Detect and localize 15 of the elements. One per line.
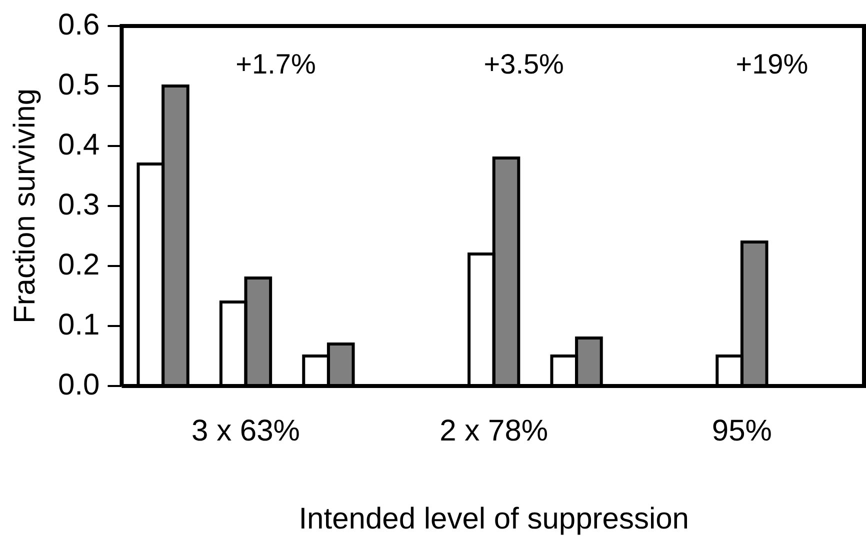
x-axis-title: Intended level of suppression [298, 502, 689, 536]
y-tick-label: 0.5 [58, 68, 100, 102]
x-tick-label: 95% [712, 414, 772, 448]
y-tick-label: 0.4 [58, 128, 100, 162]
y-tick-label: 0.3 [58, 188, 100, 222]
annotation: +3.5% [484, 48, 564, 80]
annotation: +19% [736, 48, 808, 80]
y-tick-label: 0.1 [58, 308, 100, 342]
y-tick-label: 0.0 [58, 368, 100, 402]
x-tick-label: 3 x 63% [192, 414, 300, 448]
x-tick-label: 2 x 78% [440, 414, 548, 448]
y-axis-title: Fraction surviving [8, 88, 42, 324]
y-tick-label: 0.6 [58, 8, 100, 42]
annotation: +1.7% [236, 48, 316, 80]
y-tick-label: 0.2 [58, 248, 100, 282]
